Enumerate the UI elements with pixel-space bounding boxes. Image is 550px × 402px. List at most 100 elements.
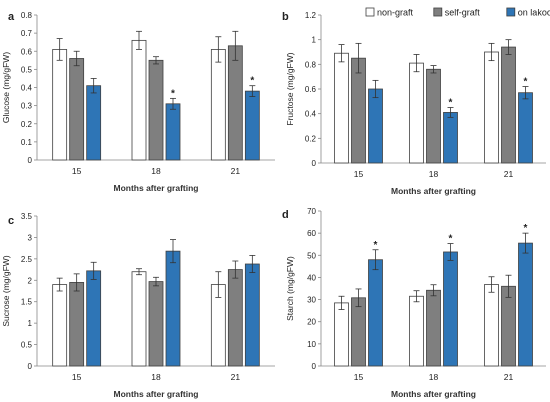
panel-letter-d: d [282,209,289,221]
chart-panel-b: b 0 0.2 0.4 0.6 0.8 1 1.2 Fructose (mg/gFW) 15 * 18… [282,11,546,196]
bar-non-graft-21 [484,284,499,367]
significance-star: * [171,88,175,99]
significance-star: * [449,98,453,109]
significance-star: * [524,223,528,234]
x-tick-label: 21 [231,166,241,176]
bar-self-graft-15 [351,57,366,164]
x-axis-title: Months after grafting [391,389,476,399]
y-tick-label: 0.6 [305,85,317,94]
bar-self-graft-18 [426,68,441,164]
y-axis-title: Fructose (mg/gFW) [285,52,295,125]
x-tick-label: 21 [231,372,241,382]
legend-swatch-non-graft [365,7,375,17]
y-axis-title: Glucose (mg/gFW) [1,52,11,123]
bar-self-graft-18 [148,281,164,367]
y-tick-label: 0.4 [305,110,317,119]
significance-star: * [524,77,528,88]
bar-self-graft-21 [227,45,243,161]
y-tick-label: 0.6 [21,47,33,56]
y-tick-label: 0.3 [21,102,33,111]
bar-on-lakoocha-18 [165,103,181,161]
legend-swatch-self-graft [433,7,443,17]
bar-on-lakoocha-18 [443,251,458,367]
bar-on-lakoocha-21 [244,263,260,367]
x-tick-label: 15 [72,166,82,176]
chart-panel-a: a 0 0.1 0.2 0.3 0.4 0.5 0.6 0.7 0.8 Glucose (mg/gF… [1,11,275,193]
x-tick-label: 21 [504,169,514,179]
y-tick-label: 2.5 [21,255,33,264]
bar-on-lakoocha-21 [518,92,533,164]
y-tick-label: 10 [307,340,316,349]
bar-self-graft-18 [148,59,164,161]
x-axis-title: Months after grafting [391,186,476,196]
y-tick-label: 3.5 [21,212,33,221]
y-tick-label: 3 [28,233,33,242]
y-tick-label: 60 [307,229,316,238]
x-tick-label: 18 [151,166,161,176]
bar-on-lakoocha-18 [165,250,181,367]
bar-self-graft-15 [69,282,85,367]
y-tick-label: 0.5 [21,65,33,74]
chart-panel-d: d 0 10 20 30 40 50 60 70 Starch (mg/gFW) * 15 * 18 * 21… [282,207,546,399]
y-tick-label: 0.2 [21,120,33,129]
y-tick-label: 0.4 [21,84,33,93]
bar-non-graft-15 [334,302,349,367]
legend: non-graft self-graft on lakoocha [365,7,550,18]
bar-non-graft-18 [409,295,424,367]
bar-self-graft-18 [426,289,441,367]
bar-self-graft-21 [501,285,516,367]
y-tick-label: 70 [307,207,316,216]
legend-swatch-on-lakoocha [506,7,516,17]
bar-non-graft-15 [52,49,68,161]
bar-on-lakoocha-15 [368,88,383,164]
significance-star: * [374,240,378,251]
y-tick-label: 50 [307,251,316,260]
y-tick-label: 1.2 [305,11,317,20]
x-tick-label: 21 [504,372,514,382]
bar-self-graft-21 [227,269,243,367]
y-tick-label: 1.5 [21,298,33,307]
x-axis-title: Months after grafting [114,389,199,399]
bar-non-graft-15 [334,52,349,164]
bar-non-graft-18 [131,271,147,367]
y-tick-label: 0.8 [305,60,317,69]
bar-self-graft-15 [351,297,366,367]
bar-non-graft-21 [210,49,226,161]
legend-label-non-graft: non-graft [377,8,414,18]
legend-label-self-graft: self-graft [445,8,481,18]
bar-self-graft-15 [69,58,85,161]
bar-non-graft-18 [409,62,424,164]
x-tick-label: 15 [72,372,82,382]
x-tick-label: 18 [151,372,161,382]
y-tick-label: 0 [312,362,317,371]
chart-panel-c: c 0 0.5 1 1.5 2 2.5 3 3.5 Sucrose (mg/gFW) 15 18 21 M… [1,212,275,399]
x-tick-label: 18 [429,372,439,382]
y-tick-label: 2 [28,276,33,285]
x-axis-title: Months after grafting [114,183,199,193]
x-tick-label: 15 [354,372,364,382]
y-tick-label: 0.1 [21,138,33,147]
significance-star: * [449,234,453,245]
bar-on-lakoocha-18 [443,112,458,164]
y-tick-label: 0.8 [21,11,33,20]
y-tick-label: 0 [28,156,33,165]
significance-star: * [250,76,254,87]
bar-on-lakoocha-15 [86,270,102,367]
bar-on-lakoocha-15 [86,85,102,161]
y-tick-label: 1 [28,319,33,328]
x-tick-label: 15 [354,169,364,179]
y-tick-label: 0 [28,362,33,371]
bar-on-lakoocha-15 [368,259,383,367]
bar-on-lakoocha-21 [244,90,260,161]
panel-letter-a: a [8,11,15,23]
bar-non-graft-18 [131,39,147,161]
y-axis-title: Starch (mg/gFW) [285,256,295,321]
bar-on-lakoocha-21 [518,242,533,367]
y-tick-label: 1 [312,36,317,45]
y-tick-label: 0.5 [21,341,33,350]
bar-non-graft-21 [484,51,499,164]
bar-self-graft-21 [501,46,516,164]
y-axis-title: Sucrose (mg/gFW) [1,255,11,326]
y-tick-label: 0 [312,159,317,168]
panel-letter-c: c [8,215,14,227]
